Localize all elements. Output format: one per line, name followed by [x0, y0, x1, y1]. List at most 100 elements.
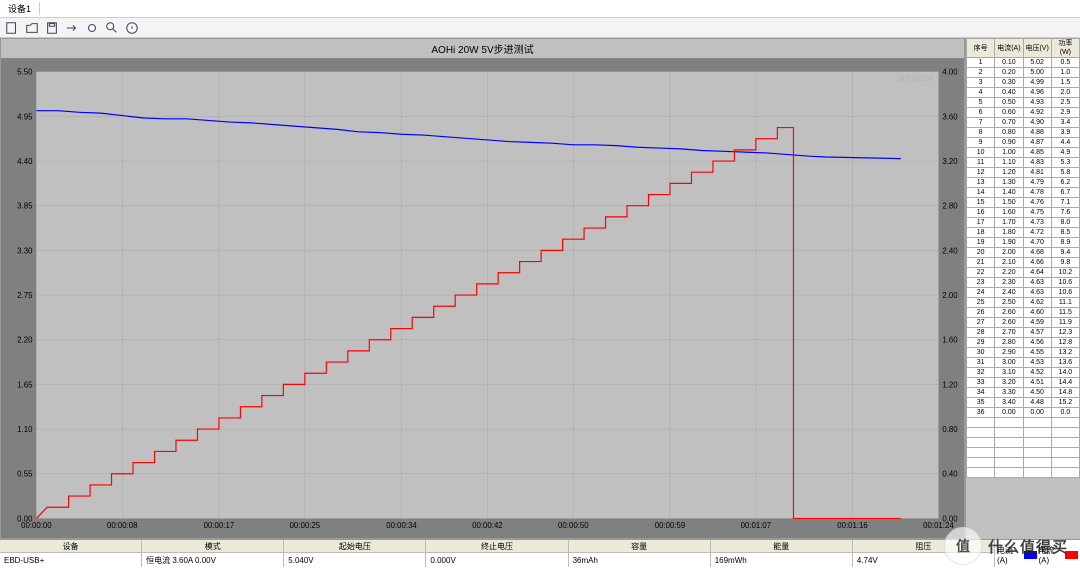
- find-icon[interactable]: [104, 20, 120, 36]
- save-icon[interactable]: [44, 20, 60, 36]
- dt-header: 功率(W): [1051, 39, 1079, 58]
- table-row: 60.604.922.9: [967, 108, 1080, 118]
- svg-text:00:00:50: 00:00:50: [558, 521, 589, 530]
- svg-text:2.20: 2.20: [17, 336, 33, 345]
- table-row: 202.004.689.4: [967, 248, 1080, 258]
- svg-text:1.10: 1.10: [17, 425, 33, 434]
- badge-text: 什么值得买: [988, 536, 1068, 557]
- table-row: 313.004.5313.6: [967, 358, 1080, 368]
- settings-icon[interactable]: [84, 20, 100, 36]
- footer-header: 能量: [711, 540, 853, 552]
- svg-text:1.65: 1.65: [17, 380, 33, 389]
- footer-value: 36mAh: [569, 553, 711, 567]
- table-row: 141.404.786.7: [967, 188, 1080, 198]
- table-row: 292.804.5612.8: [967, 338, 1080, 348]
- table-row: 212.104.669.8: [967, 258, 1080, 268]
- footer-header: 终止电压: [426, 540, 568, 552]
- table-row: 333.204.5114.4: [967, 378, 1080, 388]
- table-row: 252.504.6211.1: [967, 298, 1080, 308]
- table-row: 242.404.6310.6: [967, 288, 1080, 298]
- table-row: [967, 438, 1080, 448]
- svg-text:4.95: 4.95: [17, 112, 33, 121]
- badge-mark: 值: [944, 527, 982, 565]
- svg-text:2.00: 2.00: [942, 291, 958, 300]
- svg-text:00:00:00: 00:00:00: [21, 521, 52, 530]
- table-row: 181.804.728.5: [967, 228, 1080, 238]
- table-row: 50.504.932.5: [967, 98, 1080, 108]
- table-row: 151.504.767.1: [967, 198, 1080, 208]
- table-row: 80.804.883.9: [967, 128, 1080, 138]
- svg-text:0.55: 0.55: [17, 470, 33, 479]
- footer-header: 模式: [142, 540, 284, 552]
- svg-text:00:00:25: 00:00:25: [290, 521, 321, 530]
- arrow-icon[interactable]: [64, 20, 80, 36]
- table-row: 10.105.020.5: [967, 58, 1080, 68]
- table-row: 70.704.903.4: [967, 118, 1080, 128]
- status-bar: 设备模式起始电压终止电压容量能量阻压 EBD-USB+恒电流 3.60A 0.0…: [0, 539, 1080, 569]
- svg-text:0.40: 0.40: [942, 470, 958, 479]
- footer-value: 恒电流 3.60A 0.00V: [142, 553, 284, 567]
- table-row: [967, 418, 1080, 428]
- table-row: 353.404.4815.2: [967, 398, 1080, 408]
- svg-text:1.60: 1.60: [942, 336, 958, 345]
- table-row: 262.604.6011.5: [967, 308, 1080, 318]
- svg-text:3.60: 3.60: [942, 112, 958, 121]
- footer-value: 0.000V: [426, 553, 568, 567]
- svg-text:00:00:08: 00:00:08: [107, 521, 138, 530]
- table-row: 171.704.738.0: [967, 218, 1080, 228]
- table-row: [967, 448, 1080, 458]
- table-row: 30.304.991.5: [967, 78, 1080, 88]
- tab-bar: 设备1: [0, 0, 1080, 18]
- svg-text:00:00:42: 00:00:42: [472, 521, 503, 530]
- table-row: [967, 428, 1080, 438]
- data-table: 序号电流(A)电压(V)功率(W)10.105.020.520.205.001.…: [966, 38, 1080, 478]
- svg-text:00:01:16: 00:01:16: [837, 521, 868, 530]
- table-row: [967, 468, 1080, 478]
- svg-text:2.80: 2.80: [942, 202, 958, 211]
- device-tab[interactable]: 设备1: [0, 2, 40, 15]
- footer-header: 容量: [569, 540, 711, 552]
- svg-text:4.40: 4.40: [17, 157, 33, 166]
- table-row: [967, 458, 1080, 468]
- chart-area[interactable]: 0.000.551.101.652.202.753.303.854.404.95…: [1, 58, 964, 538]
- footer-value: 169mWh: [711, 553, 853, 567]
- footer-header: 起始电压: [284, 540, 426, 552]
- table-row: 131.304.796.2: [967, 178, 1080, 188]
- footer-value: EBD-USB+: [0, 553, 142, 567]
- table-row: 272.604.5911.9: [967, 318, 1080, 328]
- dt-header: 序号: [967, 39, 995, 58]
- table-row: 191.904.708.9: [967, 238, 1080, 248]
- svg-text:ZKETECH: ZKETECH: [896, 75, 933, 84]
- svg-text:00:00:59: 00:00:59: [655, 521, 686, 530]
- svg-text:5.50: 5.50: [17, 68, 33, 77]
- svg-text:00:01:07: 00:01:07: [741, 521, 772, 530]
- table-row: 101.004.854.9: [967, 148, 1080, 158]
- chart-title: AOHi 20W 5V步进测试: [1, 39, 964, 58]
- table-row: 323.104.5214.0: [967, 368, 1080, 378]
- svg-text:00:00:34: 00:00:34: [386, 521, 417, 530]
- table-row: 161.604.757.6: [967, 208, 1080, 218]
- table-row: 111.104.835.3: [967, 158, 1080, 168]
- table-row: 222.204.6410.2: [967, 268, 1080, 278]
- svg-text:1.20: 1.20: [942, 380, 958, 389]
- svg-text:0.80: 0.80: [942, 425, 958, 434]
- dt-header: 电流(A): [995, 39, 1023, 58]
- svg-text:3.20: 3.20: [942, 157, 958, 166]
- footer-value: 5.040V: [284, 553, 426, 567]
- watermark-badge: 值 什么值得买: [944, 527, 1068, 565]
- table-row: 343.304.5014.8: [967, 388, 1080, 398]
- table-row: 302.904.5513.2: [967, 348, 1080, 358]
- table-row: 40.404.962.0: [967, 88, 1080, 98]
- new-icon[interactable]: [4, 20, 20, 36]
- toolbar: [0, 18, 1080, 38]
- open-icon[interactable]: [24, 20, 40, 36]
- svg-text:2.40: 2.40: [942, 246, 958, 255]
- table-row: 20.205.001.0: [967, 68, 1080, 78]
- svg-text:4.00: 4.00: [942, 68, 958, 77]
- help-icon[interactable]: [124, 20, 140, 36]
- table-row: 282.704.5712.3: [967, 328, 1080, 338]
- footer-header: 设备: [0, 540, 142, 552]
- svg-text:00:00:17: 00:00:17: [204, 521, 235, 530]
- table-row: 360.000.000.0: [967, 408, 1080, 418]
- dt-header: 电压(V): [1023, 39, 1051, 58]
